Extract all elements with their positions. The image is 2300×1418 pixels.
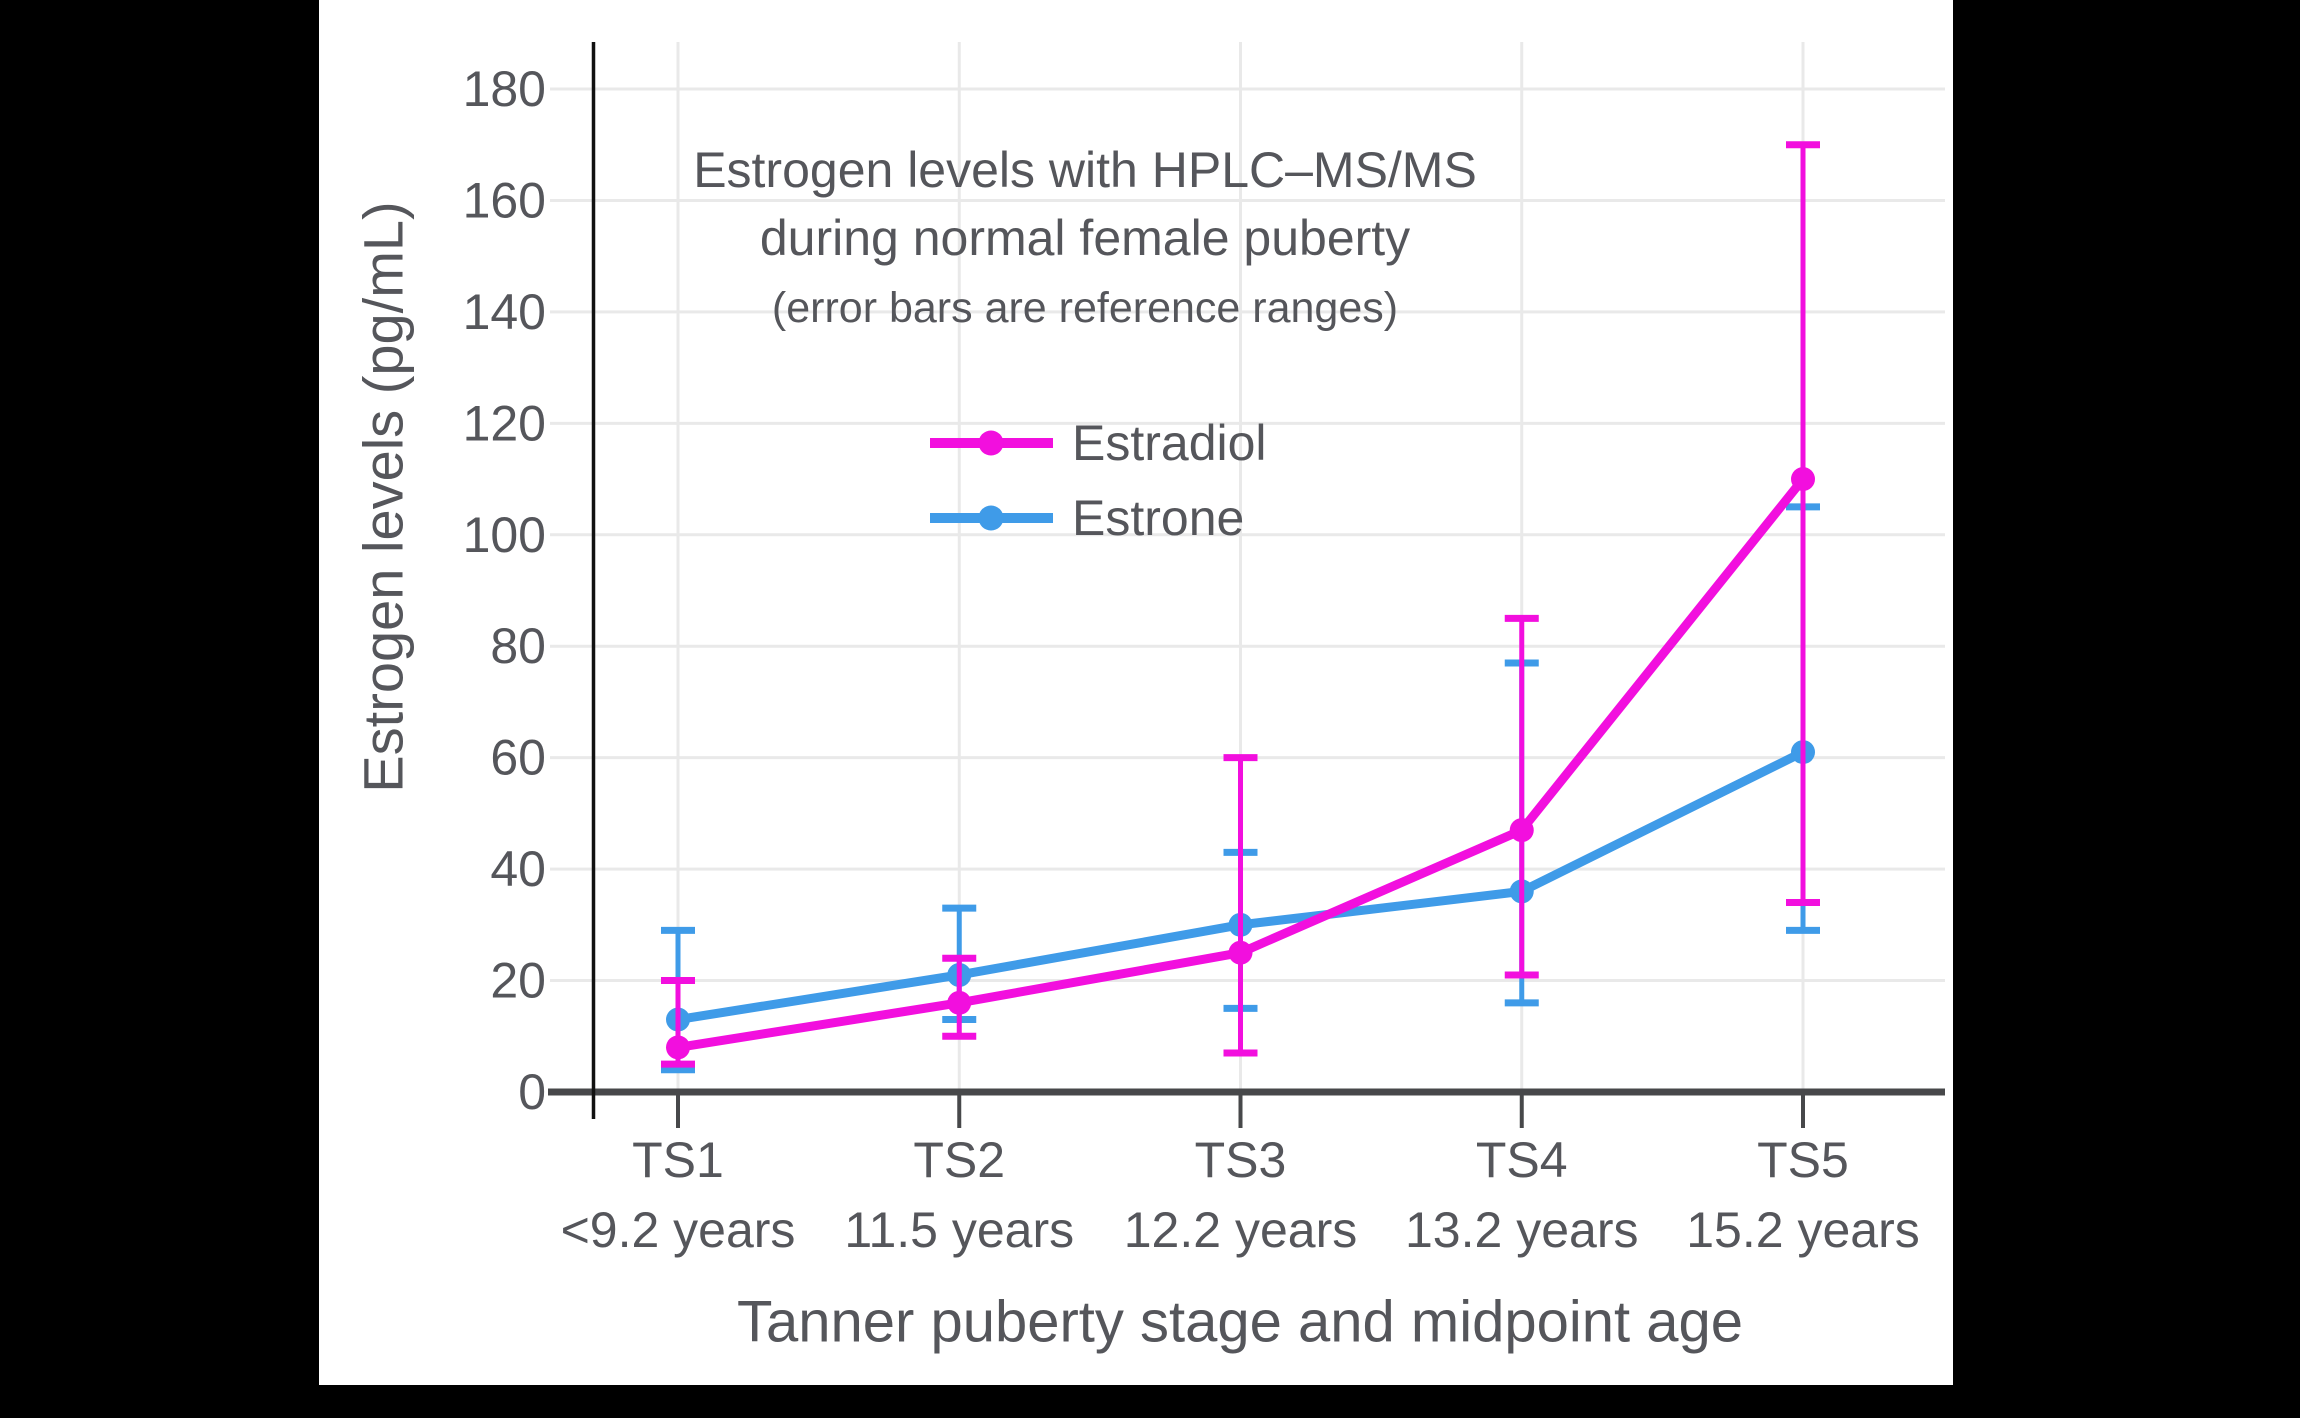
tick-label-layer: 0 20 40 60 80 100 120 140 160 180 TS1 <9.2 years TS2… [463, 61, 1920, 1258]
y-tick-label-60: 60 [490, 730, 546, 786]
y-axis-title: Estrogen levels (pg/mL) [352, 201, 415, 792]
legend-label-estradiol: Estradiol [1072, 415, 1267, 471]
x-age-label-TS1: <9.2 years [561, 1202, 796, 1258]
y-tick-label-140: 140 [463, 284, 546, 340]
y-tick-label-160: 160 [463, 172, 546, 228]
x-tick-label-TS4: TS4 [1476, 1132, 1568, 1188]
y-tick-label-20: 20 [490, 953, 546, 1009]
x-age-label-TS5: 15.2 years [1686, 1202, 1919, 1258]
y-tick-label-80: 80 [490, 618, 546, 674]
y-tick-label-100: 100 [463, 507, 546, 563]
y-tick-label-180: 180 [463, 61, 546, 117]
data-point-estradiol-TS3 [1228, 940, 1253, 965]
x-age-label-TS2: 11.5 years [844, 1202, 1074, 1258]
data-point-estradiol-TS5 [1791, 467, 1815, 492]
x-axis-title: Tanner puberty stage and midpoint age [737, 1290, 1743, 1355]
series-estradiol [661, 141, 1820, 1068]
y-tick-label-40: 40 [490, 841, 546, 897]
legend-label-estrone: Estrone [1072, 490, 1244, 546]
y-tick-label-0: 0 [518, 1064, 546, 1120]
x-age-label-TS4: 13.2 years [1405, 1202, 1638, 1258]
x-tick-label-TS5: TS5 [1757, 1132, 1849, 1188]
data-point-estradiol-TS2 [947, 990, 972, 1015]
data-point-estradiol-TS4 [1509, 818, 1534, 843]
chart-title-line2: during normal female puberty [760, 210, 1410, 266]
legend-entry-estrone: Estrone [930, 490, 1244, 546]
data-point-estradiol-TS1 [666, 1035, 690, 1060]
x-tick-label-TS1: TS1 [632, 1132, 724, 1188]
legend: Estradiol Estrone [930, 415, 1267, 546]
chart-panel [319, 0, 1953, 1385]
legend-marker-estradiol [978, 430, 1004, 456]
legend-entry-estradiol: Estradiol [930, 415, 1267, 471]
series-layer [661, 141, 1820, 1074]
x-tick-label-TS2: TS2 [913, 1132, 1005, 1188]
chart-subtitle: (error bars are reference ranges) [772, 284, 1398, 332]
legend-marker-estrone [978, 505, 1004, 531]
chart-title-line1: Estrogen levels with HPLC–MS/MS [693, 142, 1477, 198]
x-age-label-TS3: 12.2 years [1124, 1202, 1357, 1258]
y-tick-label-120: 120 [463, 395, 546, 451]
x-tick-label-TS3: TS3 [1195, 1132, 1287, 1188]
